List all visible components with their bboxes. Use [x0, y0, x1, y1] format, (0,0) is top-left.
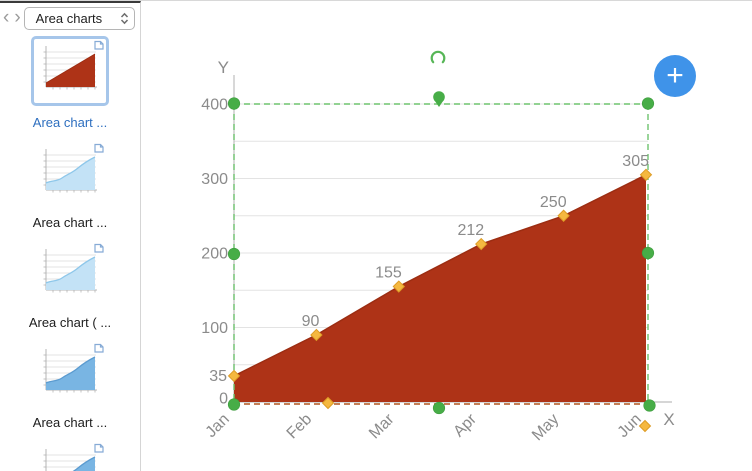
stencil-thumbnail-2[interactable] — [34, 242, 106, 306]
sidebar: ‹ › Area charts Area chart ... Area chart… — [0, 1, 141, 471]
x-tick-label: Apr — [450, 410, 480, 440]
stencil-thumbnail-0[interactable] — [31, 36, 109, 106]
forward-chevron-icon[interactable]: › — [14, 7, 21, 28]
selection-handle[interactable] — [643, 399, 656, 412]
stencil-thumbnail-1[interactable] — [34, 142, 106, 206]
axis-title-y: Y — [218, 58, 229, 77]
point-handle[interactable] — [639, 168, 653, 181]
data-label: 35 — [209, 368, 227, 385]
stencil-navbar: ‹ › Area charts — [0, 3, 140, 33]
x-tick-label: Feb — [284, 411, 316, 443]
data-label: 250 — [540, 194, 567, 211]
stencil-item-3: Area chart ... — [33, 342, 107, 430]
stencil-label-0: Area chart ... — [32, 115, 108, 130]
area-series-edge — [233, 174, 647, 377]
axis-title-x: X — [663, 410, 674, 429]
data-label: 90 — [302, 313, 320, 330]
resize-corner-icon — [94, 40, 104, 50]
stencil-thumbnail-3[interactable] — [34, 342, 106, 406]
y-tick-label: 100 — [201, 320, 228, 337]
stencil-item-0: Area chart ... — [31, 36, 109, 130]
selection-handle[interactable] — [227, 247, 241, 261]
selection-handle[interactable] — [432, 401, 446, 415]
resize-corner-icon — [94, 243, 104, 253]
x-tick-label: Jan — [203, 411, 233, 441]
stencil-thumbnail-chart — [43, 149, 97, 193]
data-label: 212 — [457, 222, 484, 239]
selection-handle[interactable] — [227, 398, 241, 411]
stencil-thumbnail-chart — [43, 46, 97, 90]
data-label: 305 — [622, 153, 649, 170]
canvas[interactable]: 0 100 200 300 400 Y X Jan Feb Mar Apr May Jun 35 90 155… — [141, 1, 752, 471]
stencil-thumbnail-4[interactable] — [34, 442, 106, 471]
point-handle[interactable] — [310, 328, 323, 342]
y-tick-label: 400 — [201, 97, 228, 114]
resize-corner-icon — [94, 343, 104, 353]
stencil-thumbnail-chart — [43, 449, 96, 471]
rotate-handle-icon[interactable] — [430, 50, 446, 64]
point-handle[interactable] — [392, 280, 406, 293]
point-handle[interactable] — [638, 419, 652, 433]
y-tick-label: 0 — [219, 391, 228, 408]
x-tick-label: May — [529, 411, 562, 444]
selection-handle[interactable] — [433, 99, 445, 108]
point-handle[interactable] — [557, 209, 570, 222]
point-handle[interactable] — [474, 237, 488, 251]
add-button[interactable]: + — [654, 55, 696, 97]
resize-corner-icon — [94, 443, 104, 453]
stencil-dropdown-value: Area charts — [35, 10, 103, 26]
selection-handle[interactable] — [227, 97, 241, 110]
selection-handle[interactable] — [641, 97, 655, 110]
stencil-item-2: Area chart ( ... — [29, 242, 111, 330]
point-handle[interactable] — [321, 396, 335, 410]
area-series[interactable] — [234, 174, 646, 402]
back-chevron-icon[interactable]: ‹ — [3, 7, 10, 28]
dropdown-stepper-icon — [120, 12, 129, 24]
selection-handle[interactable] — [641, 246, 655, 260]
stencil-label-2: Area chart ( ... — [28, 315, 112, 330]
stencil-item-1: Area chart ... — [33, 142, 107, 230]
stencil-thumbnail-chart — [43, 249, 97, 293]
x-tick-label: Mar — [366, 410, 398, 442]
stencil-thumbnail-chart — [43, 349, 97, 393]
stencil-item-4 — [34, 442, 106, 471]
stencil-label-1: Area chart ... — [32, 215, 108, 230]
stencil-dropdown[interactable]: Area charts — [23, 6, 135, 30]
y-tick-label: 200 — [201, 246, 228, 263]
stencil-list: Area chart ... Area chart ... Area chart (… — [0, 33, 140, 471]
point-handle[interactable] — [227, 369, 241, 383]
resize-corner-icon — [94, 143, 104, 153]
stencil-label-3: Area chart ... — [32, 415, 108, 430]
data-label: 155 — [375, 265, 402, 282]
y-tick-label: 300 — [201, 171, 228, 188]
